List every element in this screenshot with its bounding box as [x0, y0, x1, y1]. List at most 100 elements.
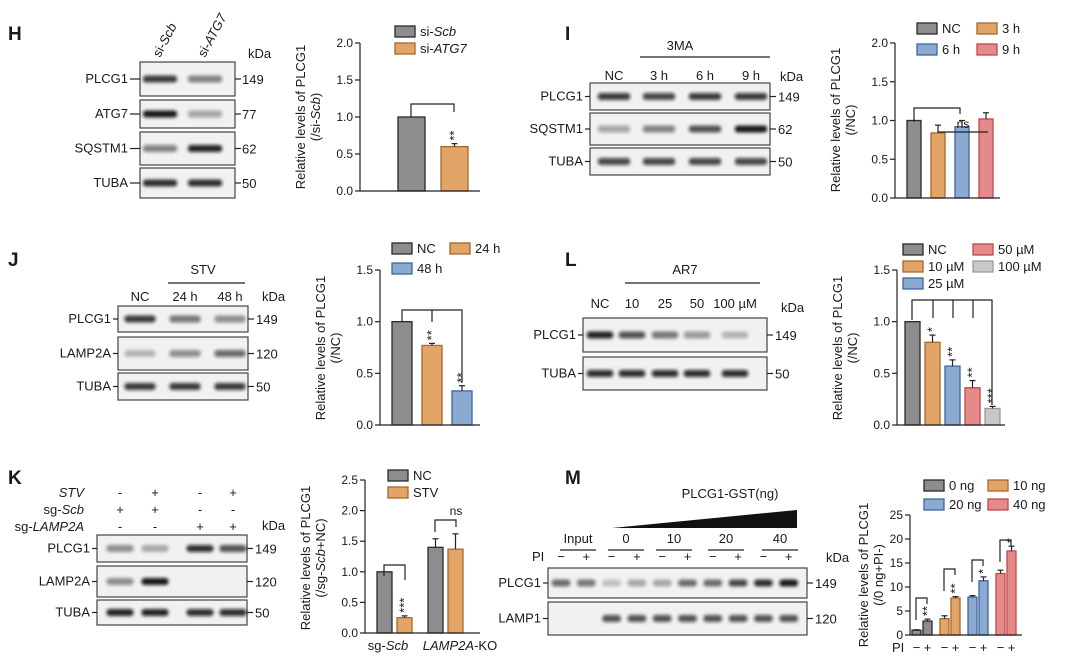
protein-label: PLCG1: [498, 575, 541, 590]
blot-band: [652, 615, 672, 622]
legend-label-part: STV: [413, 485, 439, 500]
kda-value: 77: [242, 107, 256, 122]
bracket: [410, 103, 455, 117]
y-tick-label: 10: [890, 580, 904, 594]
chart-H: [394, 25, 469, 192]
y-tick-label: 1.0: [336, 110, 353, 124]
pi-sign: +: [633, 549, 641, 564]
bar: [939, 618, 950, 636]
legend-label-part: 3 h: [1002, 21, 1020, 36]
y-tick-label: 2.0: [871, 36, 888, 50]
condition-sign: +: [229, 485, 237, 500]
protein-label: PLCG1: [68, 311, 111, 326]
legend-label: NC: [928, 242, 947, 257]
y-axis-label: Relative levels of PLCG1: [828, 48, 843, 193]
y-axis-sublabel-part: (/NC): [843, 104, 858, 135]
blot-band: [618, 331, 646, 339]
legend-label-part: 6 h: [942, 42, 960, 57]
y-axis-label: Relative levels of PLCG1: [313, 276, 328, 421]
blot-band: [106, 545, 134, 552]
kda-value: 62: [242, 142, 256, 157]
legend-swatch: [923, 479, 945, 492]
legend-swatch: [902, 277, 924, 290]
kda-label: kDa: [262, 289, 286, 304]
y-tick-label: 0.0: [873, 418, 890, 432]
protein-label: PLCG1: [533, 327, 576, 342]
kda-value: 149: [256, 312, 278, 327]
significance-label: ***: [397, 598, 412, 613]
pi-sign: −: [997, 640, 1005, 655]
blot-band: [602, 615, 621, 622]
legend-label: 50 µM: [998, 242, 1034, 257]
blot-band: [703, 579, 723, 587]
lane-label: 50: [690, 296, 704, 311]
blot-band: [683, 370, 711, 377]
protein-label: LAMP2A: [60, 346, 112, 361]
pi-sign: −: [941, 640, 949, 655]
pi-sign: +: [785, 549, 793, 564]
legend-swatch: [987, 479, 1009, 492]
blot-band: [142, 110, 178, 118]
bracket: [915, 597, 928, 620]
bar: [967, 596, 978, 636]
x-category-label: LAMP2A-KO: [423, 638, 497, 653]
bar: [391, 321, 413, 426]
protein-label: TUBA: [93, 175, 128, 190]
blot-band: [214, 383, 246, 390]
y-tick-label: 0.5: [356, 366, 373, 380]
blot-band: [169, 350, 201, 357]
pi-sign: −: [608, 549, 616, 564]
protein-label: PLCG1: [540, 89, 583, 104]
blot-band: [597, 158, 631, 165]
blot-band: [142, 179, 178, 187]
protein-label: SQSTM1: [530, 121, 583, 136]
blot-band: [169, 383, 201, 390]
blot-band: [721, 331, 749, 339]
legend-label-part: 40 ng: [1013, 497, 1046, 512]
significance-label: *: [925, 327, 940, 332]
y-axis-label: Relative levels of PLCG1: [856, 503, 871, 648]
lane-label-part: si-: [194, 40, 214, 59]
condition-sign: -: [231, 502, 235, 517]
blot-band: [728, 579, 748, 587]
y-axis-sublabel: (/si-Scb): [308, 93, 323, 141]
blot-band: [169, 315, 201, 323]
y-tick-label: 0.5: [873, 366, 890, 380]
pi-sign: −: [557, 549, 565, 564]
blot-band: [124, 350, 156, 357]
y-axis-sublabel-part: Scb: [313, 549, 328, 571]
y-tick-label: 1.0: [356, 315, 373, 329]
bar: [421, 344, 443, 426]
pi-sign: +: [734, 549, 742, 564]
y-axis-sublabel-part: (/NC): [328, 332, 343, 363]
y-axis-sublabel: (/NC): [328, 332, 343, 363]
y-tick-label: 0.0: [341, 626, 358, 640]
panel-letter: J: [8, 250, 19, 271]
blot-band: [728, 615, 748, 622]
legend-swatch: [391, 262, 413, 275]
legend-swatch: [976, 22, 998, 35]
lane-label: si-ATG7: [194, 10, 230, 59]
condition-label-part: Scb: [62, 502, 84, 517]
chart-K: [376, 469, 464, 634]
lane-label: si-Scb: [149, 20, 179, 59]
blot-band: [214, 315, 246, 323]
blot-band: [602, 579, 621, 587]
bar: [984, 407, 1001, 426]
y-tick-label: 1.0: [873, 315, 890, 329]
pi-sign: +: [583, 549, 591, 564]
y-axis-sublabel-part: ): [308, 93, 323, 97]
kda-label: kDa: [248, 46, 272, 61]
bar: [1006, 550, 1017, 636]
lane-label: NC: [131, 289, 150, 304]
blot-band: [142, 145, 178, 152]
y-tick-label: 0.0: [336, 184, 353, 198]
bar: [944, 365, 961, 426]
blot-band: [106, 609, 134, 616]
y-axis-sublabel-part: (/si-: [308, 120, 323, 142]
blot-band: [734, 93, 768, 100]
y-axis-sublabel: (/sg-Scb+NC): [313, 518, 328, 597]
blot-band: [141, 578, 169, 585]
panel-letter: L: [565, 250, 577, 271]
